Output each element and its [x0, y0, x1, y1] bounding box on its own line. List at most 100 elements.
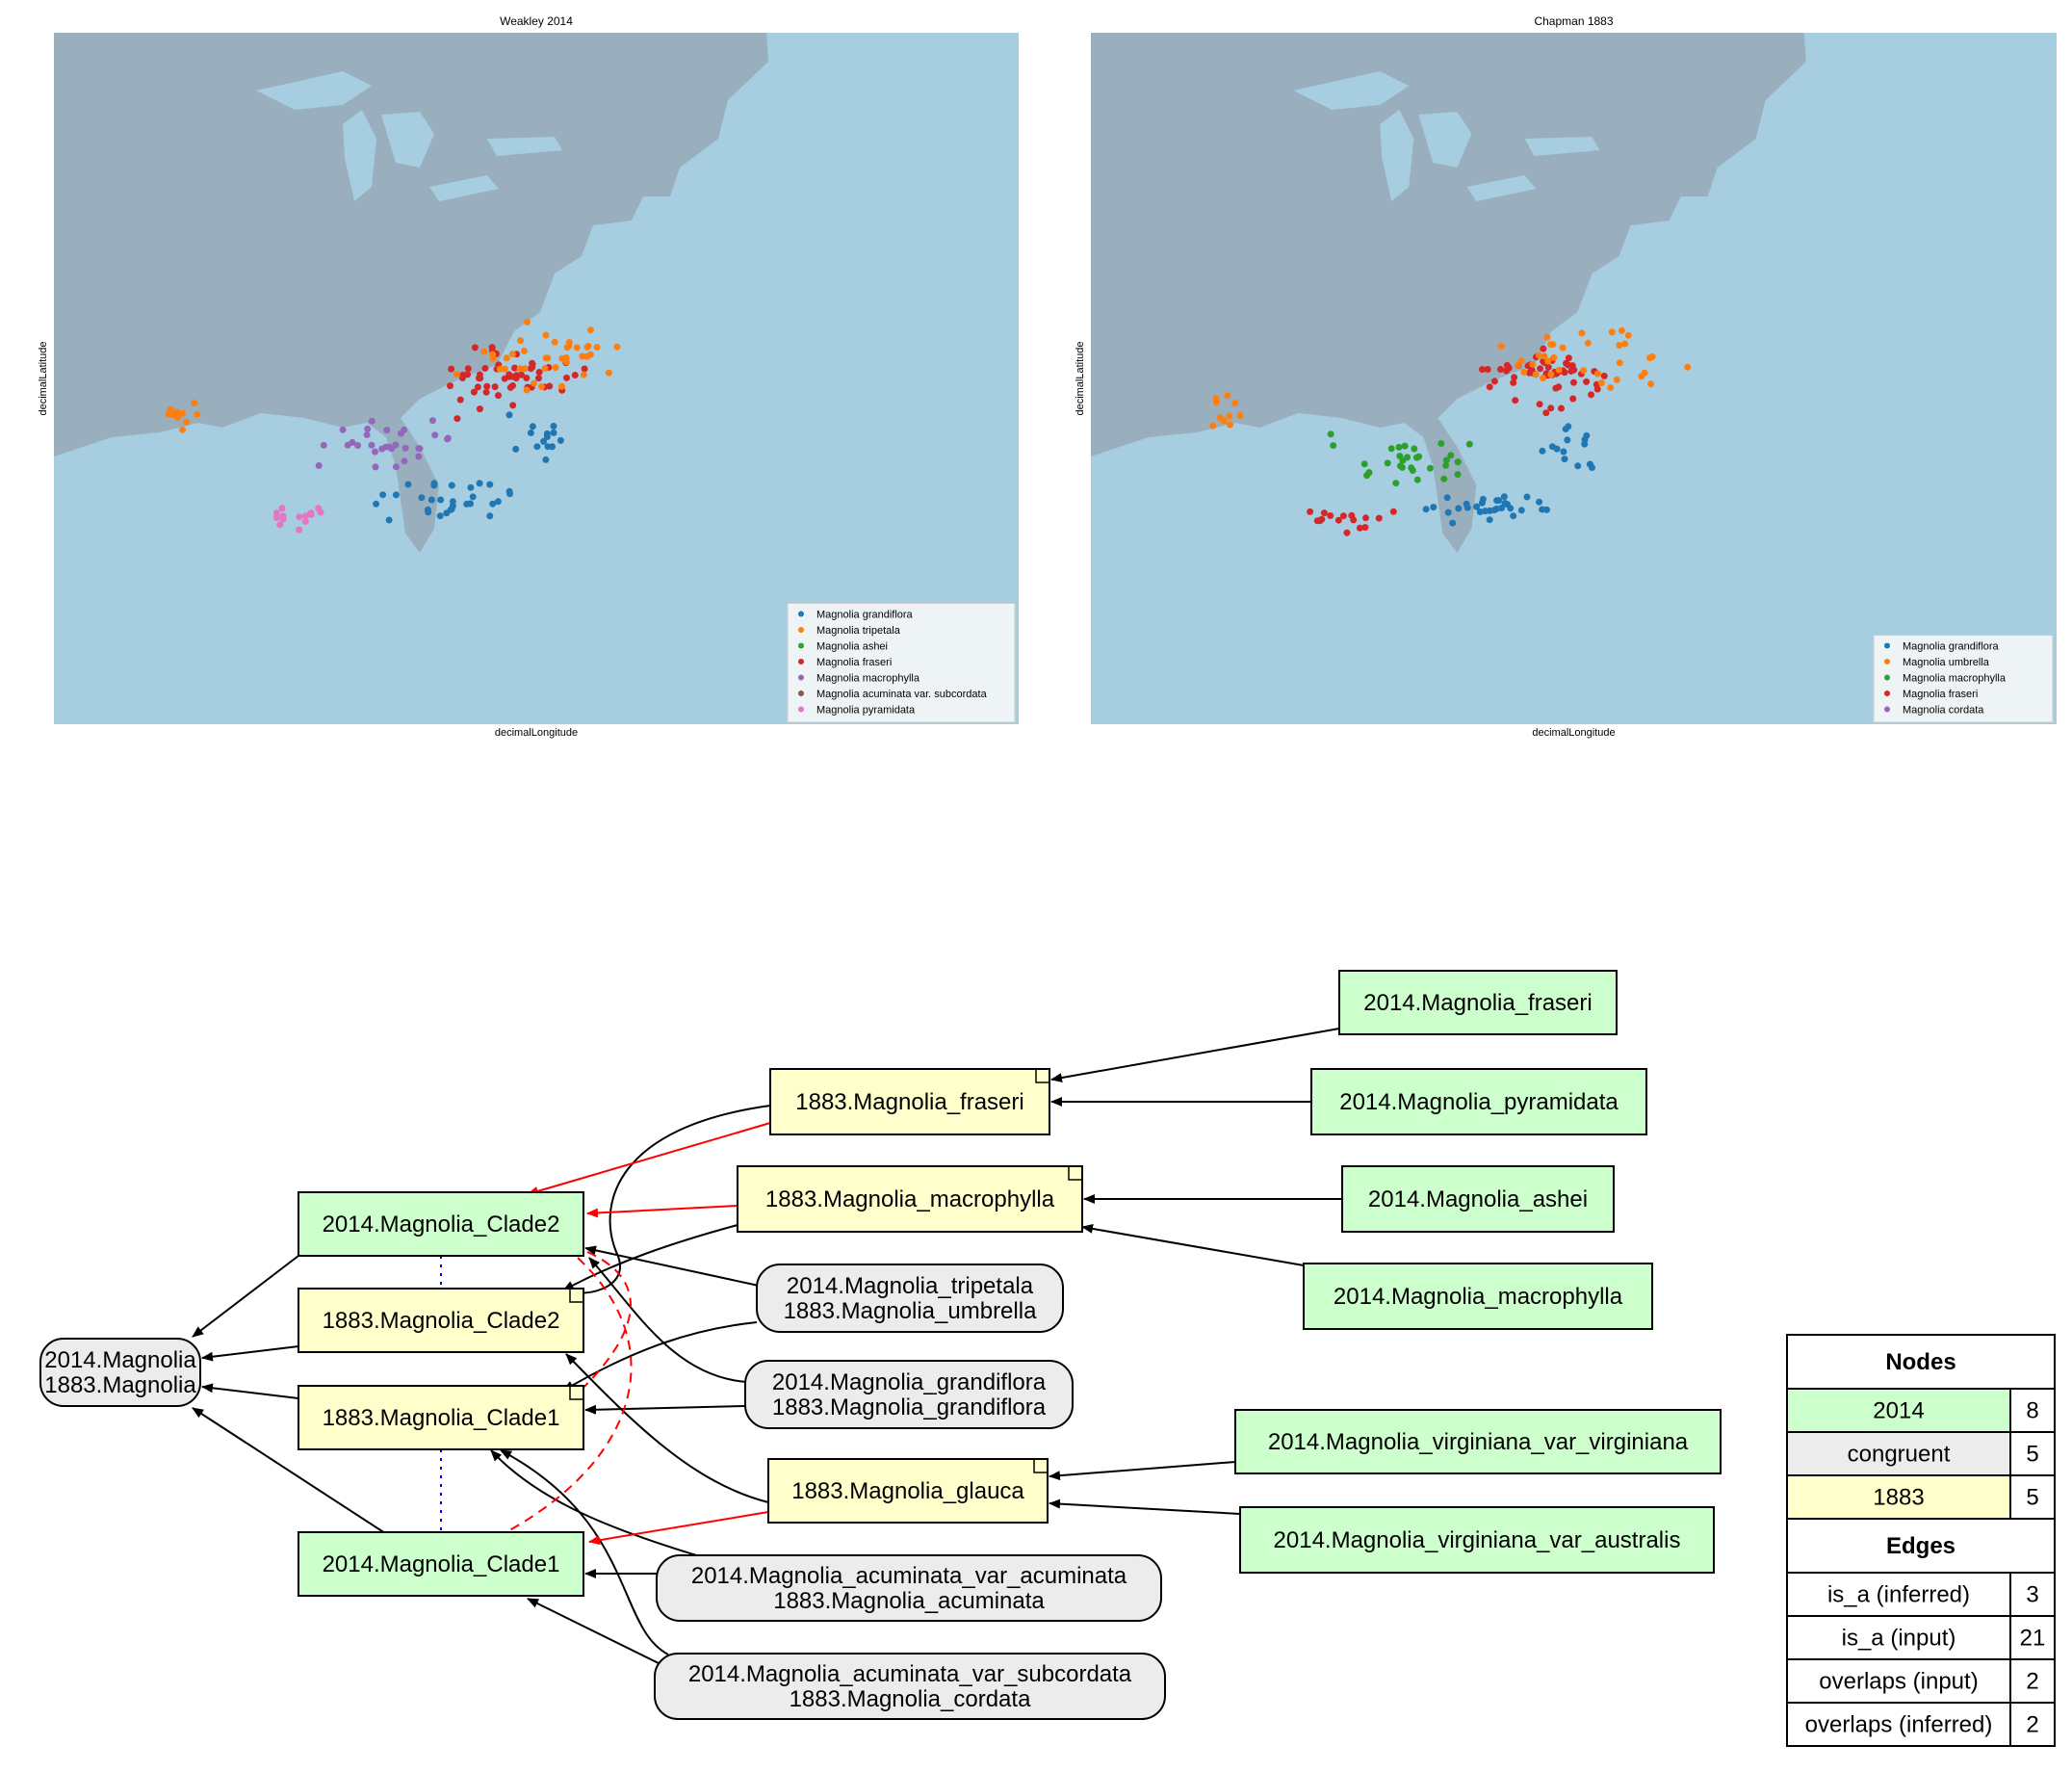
map-point — [307, 510, 315, 518]
map-point — [392, 463, 400, 471]
node-label-line: 1883.Magnolia_grandiflora — [772, 1394, 1047, 1420]
map-point — [550, 429, 557, 436]
map-point — [1549, 341, 1557, 349]
node-box — [737, 1165, 1083, 1233]
node-fraseri-1883[interactable]: 1883.Magnolia_fraseri — [769, 1068, 1050, 1135]
map-point — [1473, 503, 1481, 510]
map-point — [1497, 343, 1505, 351]
map-point — [443, 509, 451, 517]
node-grandiflora-congruent[interactable]: 2014.Magnolia_grandiflora1883.Magnolia_g… — [744, 1360, 1074, 1429]
node-macrophylla-1883[interactable]: 1883.Magnolia_macrophylla — [737, 1165, 1083, 1233]
map-point — [1608, 328, 1616, 336]
map-point — [513, 372, 520, 379]
table-edges-header-cell — [1786, 1518, 2056, 1574]
legend-box — [1873, 635, 2054, 723]
node-virginiana-2014[interactable]: 2014.Magnolia_virginiana_var_virginiana — [1234, 1409, 1722, 1474]
map-point — [1330, 442, 1337, 450]
map-point — [372, 448, 378, 456]
legend-marker — [798, 627, 804, 633]
map-point — [1361, 524, 1369, 532]
map-point — [542, 331, 550, 339]
map-point — [527, 365, 534, 373]
map-point — [1560, 448, 1567, 456]
map-point — [436, 512, 444, 520]
map-point — [1401, 442, 1409, 450]
node-macrophylla-2014[interactable]: 2014.Magnolia_macrophylla — [1303, 1263, 1653, 1330]
map-point — [415, 445, 423, 453]
map-ylabel: decimalLatitude — [1075, 341, 1086, 415]
map-point — [1607, 384, 1615, 391]
map-point — [1564, 436, 1571, 444]
legend-entry: Magnolia grandiflora — [1903, 641, 2000, 653]
note-fold-icon — [1068, 1166, 1082, 1181]
map-point — [542, 354, 550, 362]
map-point — [1600, 372, 1608, 379]
map-point — [558, 354, 566, 362]
node-ashei-2014[interactable]: 2014.Magnolia_ashei — [1341, 1165, 1615, 1233]
node-box — [1239, 1506, 1715, 1574]
map-point — [1580, 367, 1588, 375]
node-clade1-2014[interactable]: 2014.Magnolia_Clade1 — [298, 1531, 584, 1597]
map-point — [550, 423, 557, 430]
map-point — [1539, 506, 1546, 513]
map-legend: Magnolia grandiflora Magnolia tripetala Ma… — [787, 603, 1016, 723]
map-point — [1362, 514, 1369, 522]
node-label-line: 2014.Magnolia_grandiflora — [772, 1369, 1047, 1395]
map-point — [491, 383, 499, 391]
node-box — [1310, 1068, 1647, 1135]
map-point — [563, 374, 570, 381]
map-xlabel: decimalLongitude — [1532, 727, 1615, 739]
map-point — [368, 441, 376, 449]
node-clade1-1883[interactable]: 1883.Magnolia_Clade1 — [298, 1385, 584, 1450]
map-point — [1426, 464, 1434, 472]
node-clade2-2014[interactable]: 2014.Magnolia_Clade2 — [298, 1191, 584, 1257]
table-node-count-cell — [2009, 1431, 2056, 1476]
legend-entry: Magnolia tripetala — [816, 625, 901, 637]
map-point — [541, 365, 549, 372]
table-edge-count-cell — [2009, 1658, 2056, 1704]
table-node-count: 8 — [2026, 1398, 2038, 1424]
map-point — [1227, 421, 1233, 429]
map-point — [1565, 354, 1572, 362]
node-subcordata-congruent[interactable]: 2014.Magnolia_acuminata_var_subcordata18… — [654, 1653, 1166, 1720]
maps-layer: Weakley 2014 decimalLongitude decimalLatit… — [38, 14, 2057, 739]
map-point — [1511, 374, 1518, 381]
map-point — [1327, 430, 1334, 438]
node-label-line: 2014.Magnolia_acuminata_var_acuminata — [691, 1563, 1127, 1589]
edge-is-a-input — [588, 1257, 748, 1383]
node-box — [769, 1068, 1050, 1135]
map-point — [1588, 391, 1594, 399]
map-point — [1621, 340, 1629, 348]
map-point — [1555, 366, 1563, 374]
map-point — [344, 441, 351, 449]
map-point — [1497, 366, 1504, 373]
edge-is-a-input — [584, 1404, 746, 1415]
table-node-label-cell — [1786, 1431, 2011, 1476]
node-label: 2014.Magnolia_ashei — [1368, 1186, 1588, 1212]
map-point — [495, 392, 502, 400]
node-australis-2014[interactable]: 2014.Magnolia_virginiana_var_australis — [1239, 1506, 1715, 1574]
map-legend: Magnolia grandiflora Magnolia umbrella Mag… — [1873, 635, 2054, 723]
map-point — [372, 463, 379, 471]
map-point — [1387, 445, 1395, 453]
node-clade2-1883[interactable]: 1883.Magnolia_Clade2 — [298, 1288, 584, 1353]
map-point — [1384, 459, 1391, 467]
map-point — [1313, 517, 1321, 525]
node-tripetala-congruent[interactable]: 2014.Magnolia_tripetala1883.Magnolia_umb… — [756, 1264, 1064, 1333]
node-glauca-1883[interactable]: 1883.Magnolia_glauca — [767, 1458, 1049, 1524]
legend-entry: Magnolia umbrella — [1903, 657, 1990, 668]
node-label: 1883.Magnolia_fraseri — [795, 1089, 1023, 1115]
node-pyramidata-2014[interactable]: 2014.Magnolia_pyramidata — [1310, 1068, 1647, 1135]
map-point — [194, 410, 201, 418]
node-acuminata-congruent[interactable]: 2014.Magnolia_acuminata_var_acuminata188… — [656, 1554, 1162, 1622]
map-point — [1443, 494, 1451, 502]
map-point — [557, 382, 565, 390]
table-node-label-cell — [1786, 1388, 2011, 1433]
edge-is-a-input — [557, 1105, 771, 1298]
map-point — [404, 481, 412, 488]
map-point — [1224, 392, 1231, 400]
node-fraseri-2014[interactable]: 2014.Magnolia_fraseri — [1338, 970, 1618, 1035]
table-node-count-cell — [2009, 1474, 2056, 1520]
map-point — [1490, 378, 1498, 385]
